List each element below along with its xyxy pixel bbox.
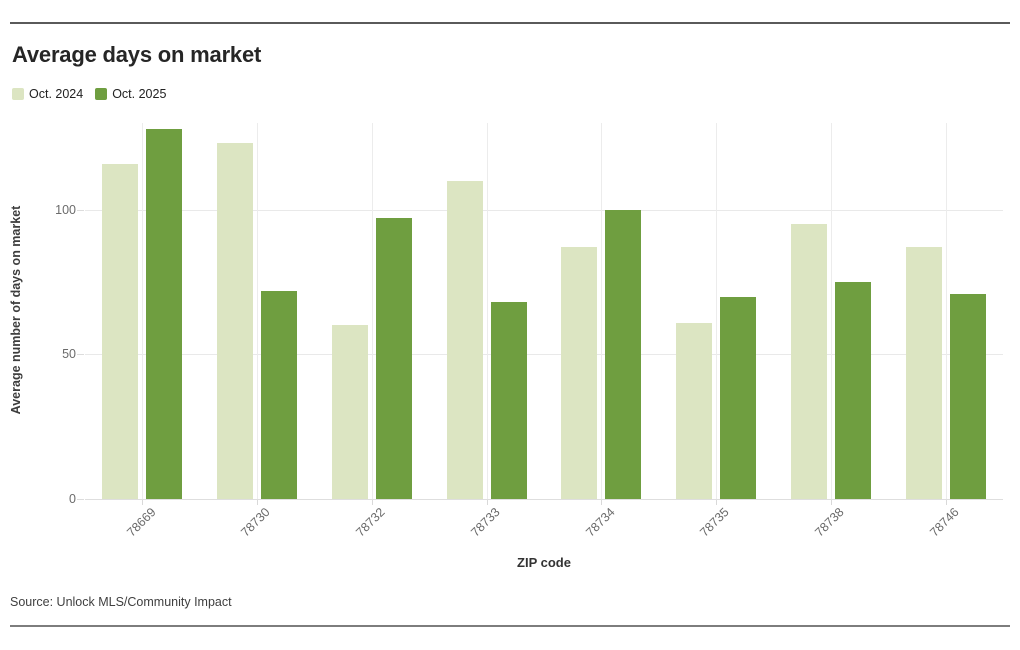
y-tick-mark-100 [77,209,84,211]
gridline-x-78669 [142,123,144,499]
legend-item-oct-2024: Oct. 2024 [12,87,83,101]
x-tick-label-78669: 78669 [123,505,159,540]
chart-title: Average days on market [12,42,262,67]
bar-group-78734: 78734 [544,123,659,539]
gridline-x-78738 [830,123,832,499]
bottom-divider [10,625,1010,627]
legend-label-oct-2025: Oct. 2025 [112,87,167,101]
bar-oct-2025-78669 [146,128,183,499]
gridline-x-78730 [257,123,259,499]
legend-label-oct-2024: Oct. 2024 [29,87,84,101]
bar-oct-2024-78669 [102,163,139,499]
x-tick-mark-78669 [142,500,144,505]
gridline-x-78735 [716,123,718,499]
bar-group-78669: 78669 [85,123,200,539]
gridline-x-78732 [371,123,373,499]
bar-group-78730: 78730 [200,123,315,539]
bar-group-78746: 78746 [888,123,1003,539]
bar-oct-2025-78730 [261,290,298,499]
y-tick-label-50: 50 [62,347,76,362]
x-tick-label-78734: 78734 [582,505,618,540]
y-tick-mark-50 [77,354,84,356]
gridline-y-0 [85,499,1003,500]
bar-oct-2025-78735 [720,296,757,499]
x-tick-label-78733: 78733 [468,505,503,540]
x-tick-mark-78738 [830,500,832,505]
y-tick-mark-0 [77,499,84,500]
x-tick-mark-78735 [716,500,718,505]
x-tick-label-78735: 78735 [697,505,733,540]
bar-oct-2024-78738 [790,224,827,499]
gridline-x-78746 [945,123,947,499]
x-tick-mark-78730 [257,500,259,505]
gridline-x-78734 [601,123,603,499]
bar-oct-2025-78732 [375,218,412,499]
x-tick-mark-78732 [371,500,373,505]
legend-swatch-oct-2024 [12,88,24,100]
bar-oct-2024-78735 [676,322,713,499]
x-tick-label-78732: 78732 [353,505,388,540]
gridline-y-50 [85,354,1003,356]
x-axis-title: ZIP code [517,555,571,570]
bar-group-78738: 78738 [774,123,889,539]
legend: Oct. 2024 Oct. 2025 [12,87,166,101]
bar-oct-2024-78746 [905,247,942,499]
bar-group-78732: 78732 [315,123,430,539]
x-tick-mark-78746 [945,500,947,505]
bar-oct-2025-78738 [834,282,871,499]
x-tick-label-78738: 78738 [812,505,847,540]
x-tick-label-78746: 78746 [927,505,962,540]
bar-oct-2025-78746 [949,293,986,499]
source-note: Source: Unlock MLS/Community Impact [10,595,232,609]
legend-swatch-oct-2025 [95,88,108,100]
bar-oct-2024-78734 [561,247,598,499]
bar-oct-2025-78734 [605,209,642,499]
bar-oct-2024-78733 [446,180,483,499]
bar-oct-2025-78733 [490,302,527,499]
x-tick-mark-78734 [601,500,603,505]
top-divider [10,22,1010,24]
y-tick-label-0: 0 [69,492,76,506]
gridline-x-78733 [486,123,488,499]
y-tick-label-100: 100 [55,202,76,217]
y-axis-title: Average number of days on market [9,205,23,415]
gridline-y-100 [85,209,1003,211]
legend-item-oct-2025: Oct. 2025 [95,87,166,101]
x-tick-label-78730: 78730 [238,505,274,540]
plot-area: 78669 78730 78732 78733 78734 78735 78738 78746 [85,123,1003,539]
x-tick-mark-78733 [486,500,488,505]
bar-group-78733: 78733 [429,123,544,539]
y-axis-tick-labels: 0 50 100 [40,123,86,506]
bar-oct-2024-78732 [331,325,368,499]
bar-oct-2024-78730 [217,143,254,499]
bar-group-78735: 78735 [659,123,774,539]
